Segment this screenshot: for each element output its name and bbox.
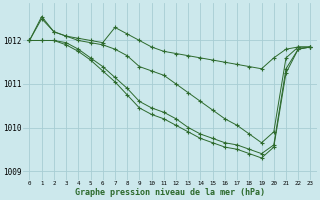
X-axis label: Graphe pression niveau de la mer (hPa): Graphe pression niveau de la mer (hPa): [75, 188, 265, 197]
